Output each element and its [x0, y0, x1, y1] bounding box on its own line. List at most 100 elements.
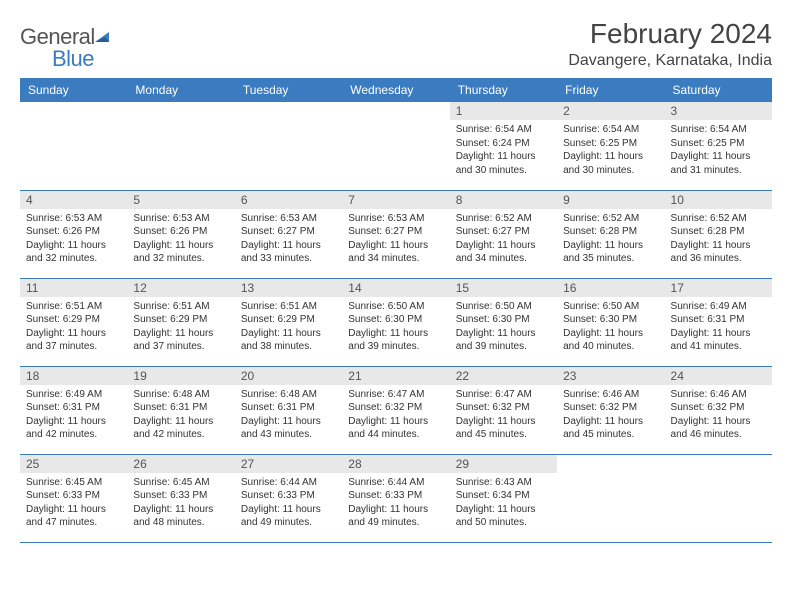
calendar-header: SundayMondayTuesdayWednesdayThursdayFrid… [20, 78, 772, 102]
day-number: 24 [665, 367, 772, 385]
day-number: 11 [20, 279, 127, 297]
calendar-cell: 9Sunrise: 6:52 AMSunset: 6:28 PMDaylight… [557, 190, 664, 278]
calendar-cell [235, 102, 342, 190]
weekday-header: Monday [127, 78, 234, 102]
location-text: Davangere, Karnataka, India [568, 52, 772, 70]
calendar-cell [557, 454, 664, 542]
day-data: Sunrise: 6:46 AMSunset: 6:32 PMDaylight:… [665, 385, 772, 446]
logo-triangle-icon [95, 28, 113, 46]
day-number: 25 [20, 455, 127, 473]
day-number-empty [557, 455, 664, 473]
weekday-header: Friday [557, 78, 664, 102]
day-number: 12 [127, 279, 234, 297]
day-data: Sunrise: 6:51 AMSunset: 6:29 PMDaylight:… [20, 297, 127, 358]
calendar-cell: 20Sunrise: 6:48 AMSunset: 6:31 PMDayligh… [235, 366, 342, 454]
calendar-cell: 21Sunrise: 6:47 AMSunset: 6:32 PMDayligh… [342, 366, 449, 454]
calendar-row: 18Sunrise: 6:49 AMSunset: 6:31 PMDayligh… [20, 366, 772, 454]
day-number: 23 [557, 367, 664, 385]
logo-text-b-wrap: Blue [52, 46, 94, 72]
calendar-cell: 19Sunrise: 6:48 AMSunset: 6:31 PMDayligh… [127, 366, 234, 454]
day-number: 10 [665, 191, 772, 209]
day-number: 14 [342, 279, 449, 297]
day-number-empty [342, 102, 449, 120]
calendar-cell: 11Sunrise: 6:51 AMSunset: 6:29 PMDayligh… [20, 278, 127, 366]
calendar-cell: 16Sunrise: 6:50 AMSunset: 6:30 PMDayligh… [557, 278, 664, 366]
day-number: 27 [235, 455, 342, 473]
calendar-cell: 1Sunrise: 6:54 AMSunset: 6:24 PMDaylight… [450, 102, 557, 190]
day-data: Sunrise: 6:50 AMSunset: 6:30 PMDaylight:… [557, 297, 664, 358]
day-data: Sunrise: 6:50 AMSunset: 6:30 PMDaylight:… [450, 297, 557, 358]
calendar-cell: 27Sunrise: 6:44 AMSunset: 6:33 PMDayligh… [235, 454, 342, 542]
day-number-empty [665, 455, 772, 473]
calendar-cell: 18Sunrise: 6:49 AMSunset: 6:31 PMDayligh… [20, 366, 127, 454]
day-data: Sunrise: 6:47 AMSunset: 6:32 PMDaylight:… [450, 385, 557, 446]
calendar-cell: 14Sunrise: 6:50 AMSunset: 6:30 PMDayligh… [342, 278, 449, 366]
day-number: 3 [665, 102, 772, 120]
day-data: Sunrise: 6:44 AMSunset: 6:33 PMDaylight:… [235, 473, 342, 534]
calendar-cell: 12Sunrise: 6:51 AMSunset: 6:29 PMDayligh… [127, 278, 234, 366]
header: General February 2024 Davangere, Karnata… [20, 18, 772, 70]
day-data: Sunrise: 6:54 AMSunset: 6:25 PMDaylight:… [665, 120, 772, 181]
day-number-empty [127, 102, 234, 120]
day-number-empty [20, 102, 127, 120]
calendar-row: 11Sunrise: 6:51 AMSunset: 6:29 PMDayligh… [20, 278, 772, 366]
weekday-header: Thursday [450, 78, 557, 102]
day-number: 29 [450, 455, 557, 473]
day-data: Sunrise: 6:46 AMSunset: 6:32 PMDaylight:… [557, 385, 664, 446]
day-number: 19 [127, 367, 234, 385]
day-data: Sunrise: 6:49 AMSunset: 6:31 PMDaylight:… [665, 297, 772, 358]
calendar-cell: 4Sunrise: 6:53 AMSunset: 6:26 PMDaylight… [20, 190, 127, 278]
day-data: Sunrise: 6:54 AMSunset: 6:24 PMDaylight:… [450, 120, 557, 181]
day-number: 22 [450, 367, 557, 385]
day-number: 28 [342, 455, 449, 473]
day-data: Sunrise: 6:47 AMSunset: 6:32 PMDaylight:… [342, 385, 449, 446]
calendar-row: 4Sunrise: 6:53 AMSunset: 6:26 PMDaylight… [20, 190, 772, 278]
day-number: 21 [342, 367, 449, 385]
month-title: February 2024 [568, 18, 772, 50]
day-number: 4 [20, 191, 127, 209]
day-data: Sunrise: 6:52 AMSunset: 6:27 PMDaylight:… [450, 209, 557, 270]
calendar-cell: 5Sunrise: 6:53 AMSunset: 6:26 PMDaylight… [127, 190, 234, 278]
day-data: Sunrise: 6:53 AMSunset: 6:26 PMDaylight:… [20, 209, 127, 270]
calendar-cell: 23Sunrise: 6:46 AMSunset: 6:32 PMDayligh… [557, 366, 664, 454]
day-data: Sunrise: 6:49 AMSunset: 6:31 PMDaylight:… [20, 385, 127, 446]
day-data: Sunrise: 6:50 AMSunset: 6:30 PMDaylight:… [342, 297, 449, 358]
day-data: Sunrise: 6:43 AMSunset: 6:34 PMDaylight:… [450, 473, 557, 534]
day-data: Sunrise: 6:48 AMSunset: 6:31 PMDaylight:… [235, 385, 342, 446]
calendar-cell: 13Sunrise: 6:51 AMSunset: 6:29 PMDayligh… [235, 278, 342, 366]
calendar-cell: 2Sunrise: 6:54 AMSunset: 6:25 PMDaylight… [557, 102, 664, 190]
calendar-table: SundayMondayTuesdayWednesdayThursdayFrid… [20, 78, 772, 543]
calendar-cell: 25Sunrise: 6:45 AMSunset: 6:33 PMDayligh… [20, 454, 127, 542]
calendar-body: 1Sunrise: 6:54 AMSunset: 6:24 PMDaylight… [20, 102, 772, 542]
day-number: 8 [450, 191, 557, 209]
day-data: Sunrise: 6:51 AMSunset: 6:29 PMDaylight:… [235, 297, 342, 358]
day-number-empty [235, 102, 342, 120]
day-data: Sunrise: 6:53 AMSunset: 6:27 PMDaylight:… [235, 209, 342, 270]
calendar-cell: 7Sunrise: 6:53 AMSunset: 6:27 PMDaylight… [342, 190, 449, 278]
calendar-cell: 29Sunrise: 6:43 AMSunset: 6:34 PMDayligh… [450, 454, 557, 542]
day-number: 16 [557, 279, 664, 297]
day-number: 9 [557, 191, 664, 209]
day-number: 17 [665, 279, 772, 297]
day-number: 26 [127, 455, 234, 473]
day-number: 20 [235, 367, 342, 385]
day-number: 15 [450, 279, 557, 297]
calendar-cell [665, 454, 772, 542]
calendar-cell [127, 102, 234, 190]
day-number: 7 [342, 191, 449, 209]
calendar-cell: 28Sunrise: 6:44 AMSunset: 6:33 PMDayligh… [342, 454, 449, 542]
day-number: 18 [20, 367, 127, 385]
title-block: February 2024 Davangere, Karnataka, Indi… [568, 18, 772, 70]
calendar-cell [20, 102, 127, 190]
calendar-cell: 10Sunrise: 6:52 AMSunset: 6:28 PMDayligh… [665, 190, 772, 278]
calendar-cell: 6Sunrise: 6:53 AMSunset: 6:27 PMDaylight… [235, 190, 342, 278]
calendar-row: 25Sunrise: 6:45 AMSunset: 6:33 PMDayligh… [20, 454, 772, 542]
weekday-header: Saturday [665, 78, 772, 102]
day-data: Sunrise: 6:45 AMSunset: 6:33 PMDaylight:… [20, 473, 127, 534]
day-number: 2 [557, 102, 664, 120]
day-data: Sunrise: 6:48 AMSunset: 6:31 PMDaylight:… [127, 385, 234, 446]
day-data: Sunrise: 6:53 AMSunset: 6:26 PMDaylight:… [127, 209, 234, 270]
day-data: Sunrise: 6:54 AMSunset: 6:25 PMDaylight:… [557, 120, 664, 181]
day-number: 6 [235, 191, 342, 209]
calendar-cell: 17Sunrise: 6:49 AMSunset: 6:31 PMDayligh… [665, 278, 772, 366]
